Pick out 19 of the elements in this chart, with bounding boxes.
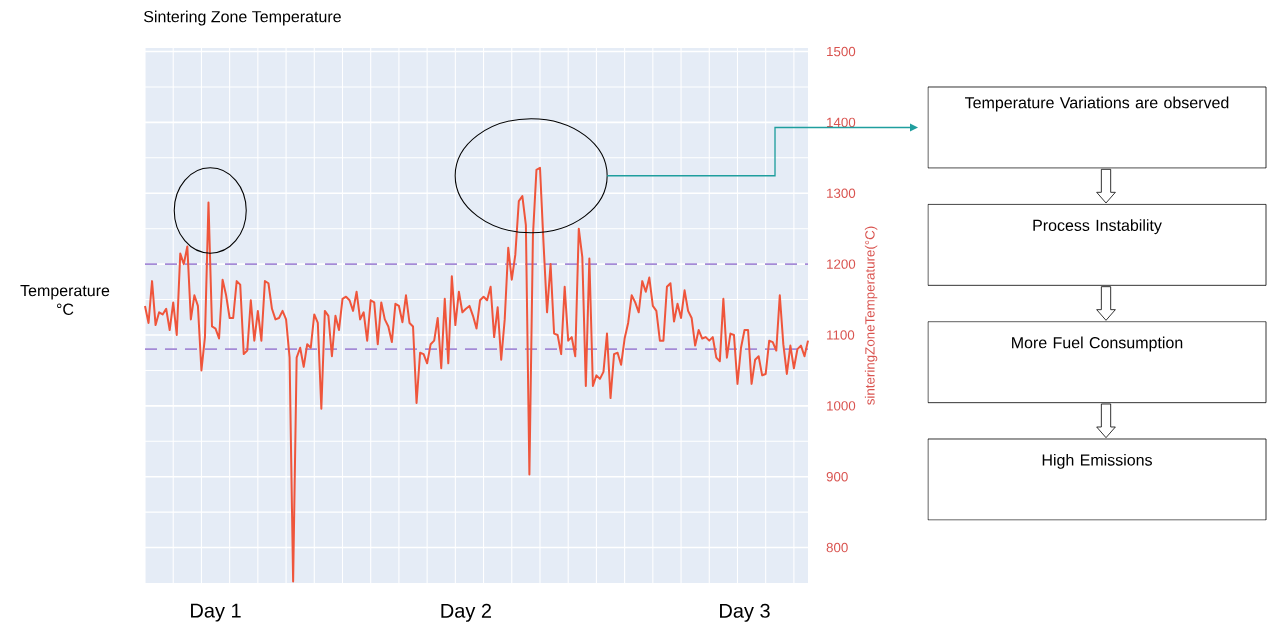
text: High Emissions (1042, 453, 1152, 469)
y-tick-label: 1400 (827, 117, 856, 128)
y-tick-label: 900 (826, 471, 848, 482)
y-tick-label: 1000 (827, 401, 856, 411)
y-tick-label: 1200 (827, 259, 856, 269)
y-tick-label: 1500 (827, 46, 856, 57)
text: Temperature Variations are observed (965, 96, 1229, 112)
y-tick-label: 1300 (827, 188, 856, 198)
y-tick-label: 800 (826, 542, 848, 553)
x-tick-label: Day 2 (441, 603, 492, 622)
text: More Fuel Consumption (1012, 336, 1183, 352)
x-tick-label: Day 1 (191, 603, 241, 622)
y-tick-label: 1100 (827, 330, 855, 340)
x-tick-label: Day 3 (720, 603, 770, 622)
line-series (144, 166, 810, 583)
chart-title: Sintering Zone Temperature (144, 10, 341, 26)
text: Process Instability (1033, 219, 1162, 235)
y-axis-title: sinteringZoneTemperature(°C) (864, 226, 878, 405)
text: Temperature °C (20, 285, 110, 315)
